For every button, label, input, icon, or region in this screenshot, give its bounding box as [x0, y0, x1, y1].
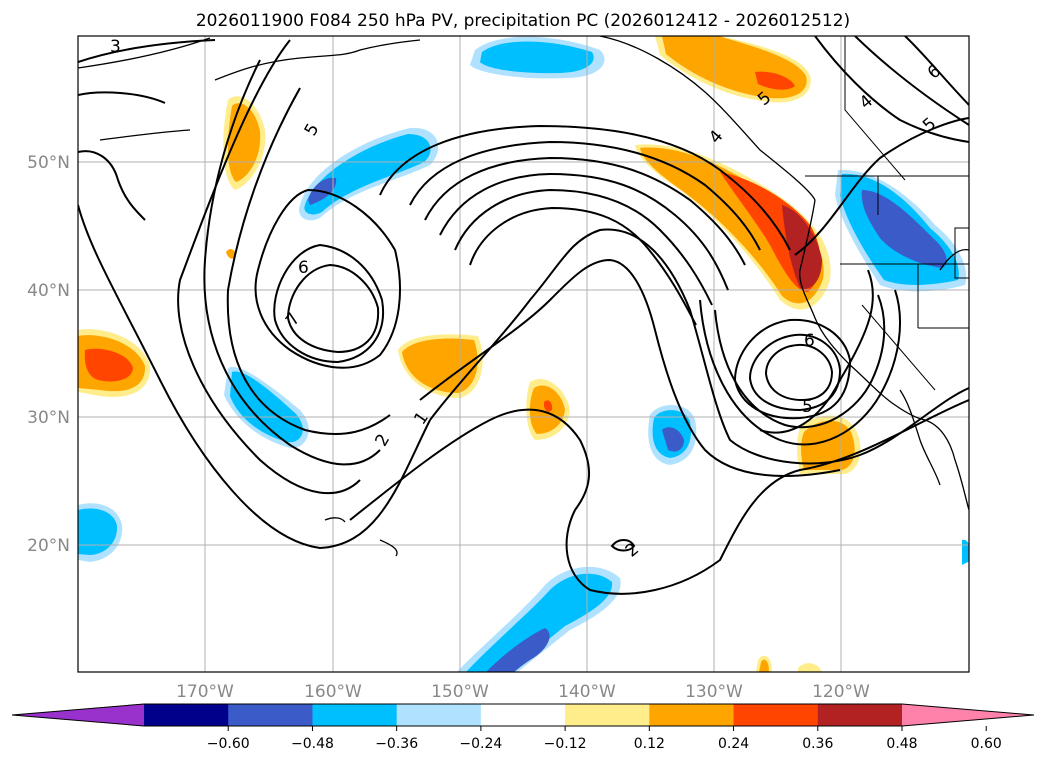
contour-outer-3	[203, 59, 381, 466]
lat-label: 40°N	[27, 281, 70, 301]
map-title: 2026011900 F084 250 hPa PV, precipitatio…	[196, 11, 850, 31]
colorbar-swatch	[480, 704, 566, 726]
colorbar-swatch	[144, 704, 229, 726]
colorbar-tick-label: 0.48	[886, 736, 917, 752]
colorbar-outline	[11, 703, 1035, 727]
contour-outer-4	[226, 87, 391, 436]
colorbar-tick-label: −0.36	[375, 736, 418, 752]
colorbar-extend-low	[12, 704, 144, 726]
contour-right-curve-6	[904, 36, 969, 106]
lon-label: 160°W	[304, 682, 362, 702]
contour-south-trough	[429, 228, 969, 465]
lat-label: 30°N	[27, 408, 70, 428]
colorbar-tick-label: −0.60	[207, 736, 250, 752]
contour-big-loop-1	[379, 124, 791, 251]
colorbar-tick-label: −0.12	[544, 736, 587, 752]
colorbar-swatch	[396, 704, 482, 726]
colorbar-tick-label: 0.36	[802, 736, 833, 752]
contour-west	[78, 150, 146, 221]
contour-outer-2	[177, 39, 361, 495]
contour-east-cyclone-1	[733, 318, 852, 420]
longitude-axis: 170°W 160°W 150°W 140°W 130°W 120°W	[176, 682, 870, 702]
contour-big-loop-2	[409, 140, 761, 251]
colorbar-swatch	[228, 704, 313, 726]
pv-contours	[78, 36, 969, 595]
contour-label: 3	[110, 37, 121, 57]
colorbar-tick-label: 0.12	[634, 736, 665, 752]
contour-big-loop-6	[469, 206, 697, 326]
colorbar-swatch	[649, 704, 735, 726]
contour-west-cyclone-1	[254, 188, 401, 369]
lon-label: 170°W	[176, 682, 234, 702]
lon-label: 120°W	[812, 682, 870, 702]
colorbar-swatch	[312, 704, 398, 726]
colorbar-tick-label: 0.24	[718, 736, 749, 752]
graticule	[78, 36, 969, 672]
contour-outer-1	[78, 204, 431, 550]
contour-label: 6	[298, 258, 309, 278]
contour-west-cyclone-3	[286, 263, 380, 354]
contour-east-cyclone-3	[764, 343, 834, 402]
contour-right-4	[814, 36, 969, 143]
pos-anomaly-dot	[226, 249, 236, 259]
colorbar-tick-label: −0.48	[291, 736, 334, 752]
latitude-axis: 50°N 40°N 30°N 20°N	[27, 153, 70, 556]
lon-label: 140°W	[558, 682, 616, 702]
contour-east-loop-2	[714, 294, 886, 429]
colorbar-swatch	[565, 704, 650, 726]
colorbar-tick-label: 0.60	[971, 736, 1002, 752]
precipitation-shading	[78, 36, 969, 672]
contour-label: 6	[804, 331, 815, 351]
neg-anomaly-baja	[962, 539, 969, 565]
map-frame	[77, 35, 970, 673]
contour-subtropics-2	[419, 258, 841, 477]
pos-anomaly-bottom-2	[798, 663, 822, 672]
contour-big-loop-4	[439, 172, 729, 291]
contour-east-loop-1	[699, 289, 901, 446]
lon-label: 130°W	[685, 682, 743, 702]
contour-3-top	[78, 39, 216, 63]
colorbar-extend-high	[902, 704, 1034, 726]
contour-northwest	[78, 91, 166, 104]
contour-2-small	[610, 539, 636, 552]
contour-big-loop-3	[424, 156, 746, 266]
contour-1-subtrop	[349, 399, 969, 595]
contour-big-loop-5	[454, 188, 713, 306]
colorbar-tick-label: −0.24	[459, 736, 502, 752]
colorbar-swatch	[733, 704, 819, 726]
contour-big-loop-7	[794, 117, 969, 256]
colorbar-swatch	[817, 704, 903, 726]
contour-east-cyclone-2	[748, 333, 842, 412]
lat-label: 20°N	[27, 536, 70, 556]
colorbar: −0.60 −0.48 −0.36 −0.24 −0.12 0.12 0.24 0.36 0.4…	[11, 703, 1035, 752]
contour-right-curve-5	[854, 36, 969, 126]
contour-label: 5	[802, 397, 813, 417]
lon-label: 150°W	[431, 682, 489, 702]
map-area: 3 5 6 7 2 1 4 5 6 5 6 5 2 4	[78, 36, 969, 672]
political-borders	[805, 36, 969, 391]
lat-label: 50°N	[27, 153, 70, 173]
contour-west-cyclone-2	[273, 243, 385, 364]
